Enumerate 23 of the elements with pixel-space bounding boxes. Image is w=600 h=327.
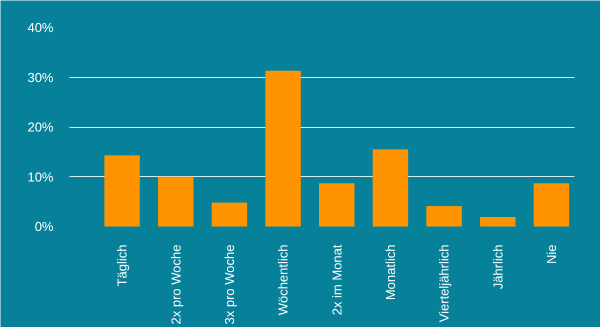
bar bbox=[480, 217, 516, 226]
x-tick-label: Täglich bbox=[114, 244, 130, 286]
bar bbox=[319, 183, 354, 226]
bar bbox=[426, 206, 462, 226]
y-tick-label: 20% bbox=[27, 120, 54, 134]
y-tick-label: 10% bbox=[27, 169, 54, 184]
bar bbox=[372, 149, 408, 226]
bar bbox=[104, 155, 140, 226]
x-tick-label: 3x pro Woche bbox=[222, 244, 237, 324]
y-tick-label: 30% bbox=[27, 70, 54, 85]
bar bbox=[534, 183, 570, 226]
bar bbox=[265, 70, 301, 226]
x-tick-label: Jährlich bbox=[490, 244, 506, 290]
x-tick-label: 2x pro Woche bbox=[168, 244, 184, 324]
x-tick-label: Vierteljährlich bbox=[436, 244, 452, 322]
y-tick-label: 40% bbox=[27, 20, 54, 35]
x-tick-label: 2x im Monat bbox=[329, 244, 344, 316]
x-tick-label: Wöchentlich bbox=[276, 244, 291, 316]
bar bbox=[158, 176, 194, 226]
bar bbox=[212, 202, 248, 226]
x-tick-label: Monatlich bbox=[382, 244, 398, 300]
x-tick-label: Nie bbox=[544, 244, 559, 264]
y-tick-label: 0% bbox=[34, 219, 54, 234]
